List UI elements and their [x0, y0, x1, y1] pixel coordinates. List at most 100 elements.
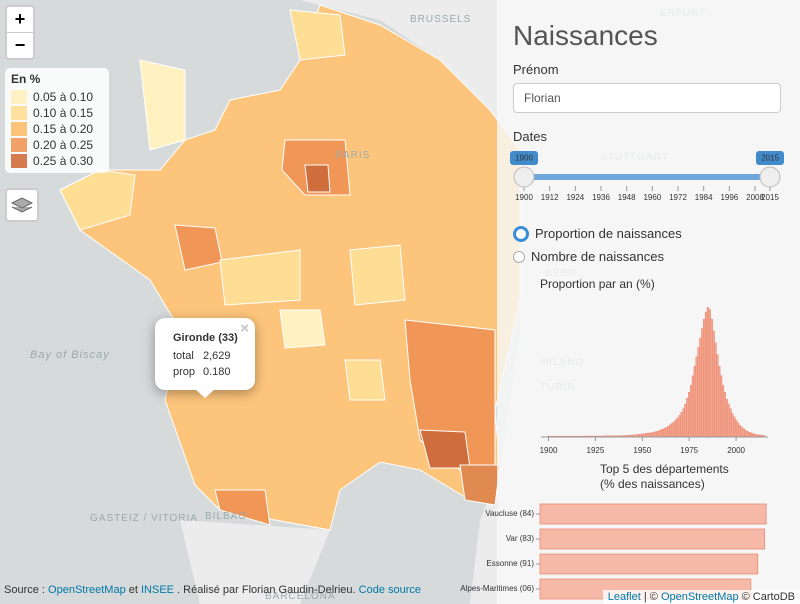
slider-tick-label: 1984: [695, 193, 713, 202]
bar: [667, 425, 670, 438]
bar: [684, 403, 687, 438]
chart-title: Proportion par an (%): [540, 277, 655, 291]
slider-value: 1900: [515, 154, 533, 163]
name-label: Prénom: [513, 62, 559, 77]
layers-button[interactable]: [5, 188, 39, 222]
bar: [661, 429, 665, 438]
x-tick-label: 2000: [727, 446, 745, 455]
bar: [673, 421, 676, 438]
place-label: PARIS: [336, 150, 370, 161]
legend-label: 0.25 à 0.30: [33, 154, 94, 168]
radio-option[interactable]: Proportion de naissances: [513, 222, 682, 245]
bar: [736, 422, 740, 438]
zoom-out[interactable]: −: [14, 35, 26, 55]
bar: [652, 432, 655, 438]
popup-title: Gironde (33): [173, 332, 238, 344]
bar: [749, 432, 753, 438]
popup-value: 2,629: [203, 350, 231, 362]
legend-item: 0.15 à 0.20: [11, 121, 103, 137]
popup-value: 0.180: [203, 366, 231, 378]
bar: [701, 328, 704, 438]
radio-label: Proportion de naissances: [535, 226, 682, 241]
slider-tick-label: 1972: [669, 193, 687, 202]
popup-row: prop 0.180: [173, 364, 231, 380]
name-input[interactable]: Florian: [513, 83, 781, 113]
footer-text: Source :: [4, 584, 49, 596]
slider-tick-label: 1936: [592, 193, 610, 202]
slider-tick-label: 2015: [761, 193, 779, 202]
bar: [731, 413, 734, 438]
slider-tick-label: 1996: [720, 193, 738, 202]
slider-tick-label: 1924: [566, 193, 584, 202]
legend-title: En %: [11, 72, 41, 86]
slider-value-box: [756, 151, 784, 165]
radio-button: [513, 250, 525, 263]
slider-tick-label: 1960: [643, 193, 661, 202]
bar: [674, 419, 678, 438]
place-label: Bay of Biscay: [30, 349, 110, 361]
bar: [654, 431, 657, 438]
popup-tip: [195, 389, 215, 398]
place-label: BRUSSELS: [410, 14, 471, 25]
zoom-in[interactable]: +: [7, 7, 33, 33]
legend-label: 0.20 à 0.25: [33, 138, 94, 152]
bar: [539, 528, 766, 550]
bar: [691, 375, 695, 438]
bar: [689, 384, 693, 438]
slider-tick-label: 1948: [618, 193, 636, 202]
panel-title: Naissances: [513, 20, 658, 51]
bar: [659, 429, 663, 438]
bar: [716, 354, 719, 438]
link[interactable]: Leaflet: [607, 591, 641, 603]
place-label: BILBAO: [205, 511, 247, 522]
bar: [703, 318, 706, 438]
slider-tick-label: 1900: [515, 193, 533, 202]
legend: En % 0.05 à 0.10 0.10 à 0.15 0.15 à 0.20 0.…: [5, 68, 109, 173]
legend-items: 0.05 à 0.10 0.10 à 0.15 0.15 à 0.20 0.20 à …: [11, 89, 103, 169]
radio-label: Nombre de naissances: [531, 249, 664, 264]
legend-swatch: [11, 106, 27, 120]
bar: [723, 392, 726, 438]
bar: [748, 432, 751, 438]
layers-icon: [10, 197, 34, 213]
slider-value: 2015: [761, 154, 779, 163]
link[interactable]: OpenStreetMap: [48, 584, 126, 596]
bar: [671, 423, 674, 438]
bar: [744, 429, 747, 438]
bar: [665, 427, 668, 438]
popup-key: total: [173, 350, 194, 362]
bar: [742, 428, 745, 438]
radio-option[interactable]: Nombre de naissances: [513, 245, 682, 268]
legend-label: 0.15 à 0.20: [33, 122, 94, 136]
bar: [539, 503, 767, 525]
legend-swatch: [11, 90, 27, 104]
bar: [539, 553, 759, 575]
radio-button: [513, 225, 529, 242]
bar: [727, 403, 730, 438]
link[interactable]: OpenStreetMap: [660, 591, 739, 603]
bar: [650, 432, 653, 438]
legend-item: 0.10 à 0.15: [11, 105, 103, 121]
bar: [721, 384, 725, 438]
bar: [710, 318, 713, 438]
bar: [688, 392, 691, 438]
zoom-control: + −: [5, 5, 35, 60]
bar: [663, 428, 666, 438]
popup-close[interactable]: ×: [240, 320, 249, 337]
region: [214, 489, 271, 526]
y-tick-label: Vaucluse (84): [485, 509, 534, 518]
link[interactable]: Code source: [358, 584, 422, 596]
bar: [746, 431, 749, 438]
region: [219, 249, 301, 306]
slider-value-box: [510, 151, 538, 165]
place-label: GASTEIZ / VITORIA: [90, 513, 198, 524]
popup-key: prop: [173, 366, 196, 378]
bar: [740, 426, 743, 438]
land-spain: [180, 520, 330, 604]
bar: [646, 433, 650, 438]
link[interactable]: INSEE: [140, 584, 174, 596]
dates-label: Dates: [513, 129, 547, 144]
place-label: BARCELONA: [265, 591, 336, 602]
bar: [682, 408, 685, 438]
bar: [686, 397, 689, 438]
